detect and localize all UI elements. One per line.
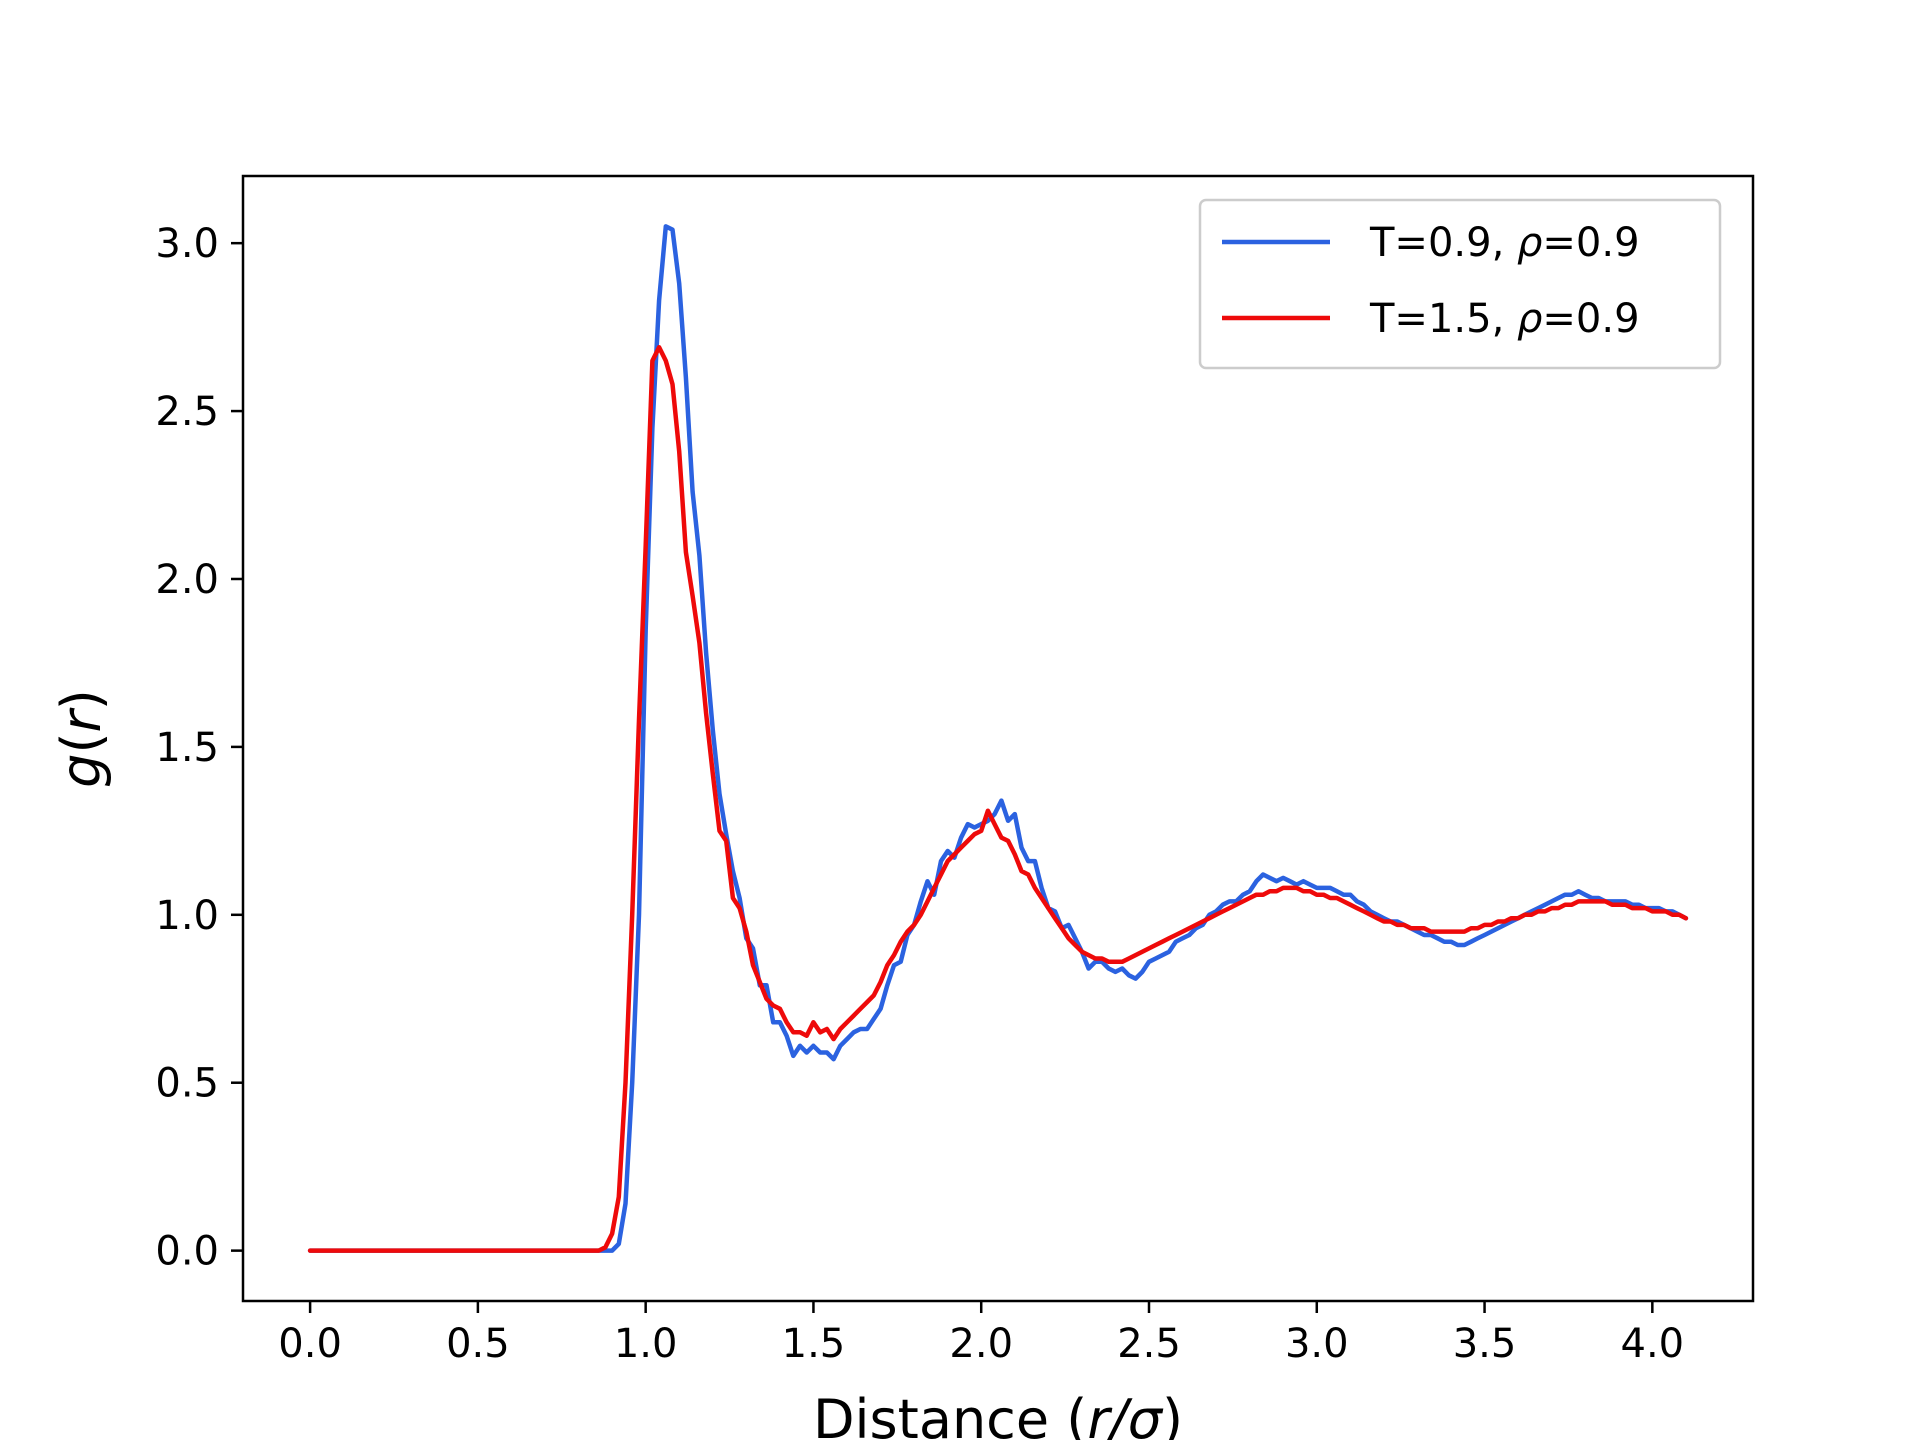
label-part: Distance ( [813,1388,1087,1440]
x-tick-label: 1.0 [614,1321,678,1367]
x-tick-label: 2.0 [949,1321,1013,1367]
label-part: r [50,707,113,732]
y-tick-label: 3.0 [155,221,219,267]
y-axis-ticks: 0.0 0.5 1.0 1.5 2.0 2.5 3.0 [155,221,243,1275]
x-tick-label: 4.0 [1621,1321,1685,1367]
label-part: =0.9 [1542,296,1639,342]
label-part: =0.9 [1542,220,1639,266]
x-tick-label: 3.5 [1453,1321,1517,1367]
x-tick-label: 2.5 [1117,1321,1181,1367]
x-axis-label: Distance (r/σ) [813,1388,1183,1440]
y-tick-label: 2.5 [155,389,219,435]
legend: T=0.9, ρ=0.9T=1.5, ρ=0.9 [1198,198,1722,370]
label-part: ) [1162,1388,1183,1440]
x-axis-ticks: 0.0 0.5 1.0 1.5 2.0 2.5 3.0 3.5 4.0 [278,1301,1684,1367]
x-tick-label: 0.0 [278,1321,342,1367]
x-tick-label: 0.5 [446,1321,510,1367]
y-tick-label: 1.0 [155,893,219,939]
y-tick-label: 0.5 [155,1061,219,1107]
y-tick-label: 2.0 [155,557,219,603]
y-axis-label: g(r) [50,689,113,788]
series-layer [307,224,1689,1253]
y-tick-label: 0.0 [155,1229,219,1275]
label-part: g [50,754,113,788]
label-part: ( [50,732,113,753]
x-tick-label: 3.0 [1285,1321,1349,1367]
label-part: T=1.5, [1369,296,1517,342]
legend-label-1: T=0.9, ρ=0.9 [1369,220,1640,266]
label-part: r/σ [1087,1388,1163,1440]
label-part: ) [50,689,113,710]
label-part: ρ [1517,220,1542,266]
label-part: ρ [1517,296,1542,342]
series-line-1 [307,224,1689,1253]
label-part: T=0.9, [1369,220,1517,266]
plot-frame [241,174,1755,1303]
legend-label-2: T=1.5, ρ=0.9 [1369,296,1640,342]
y-tick-label: 1.5 [155,725,219,771]
series-line-2 [307,345,1689,1253]
x-tick-label: 1.5 [782,1321,846,1367]
